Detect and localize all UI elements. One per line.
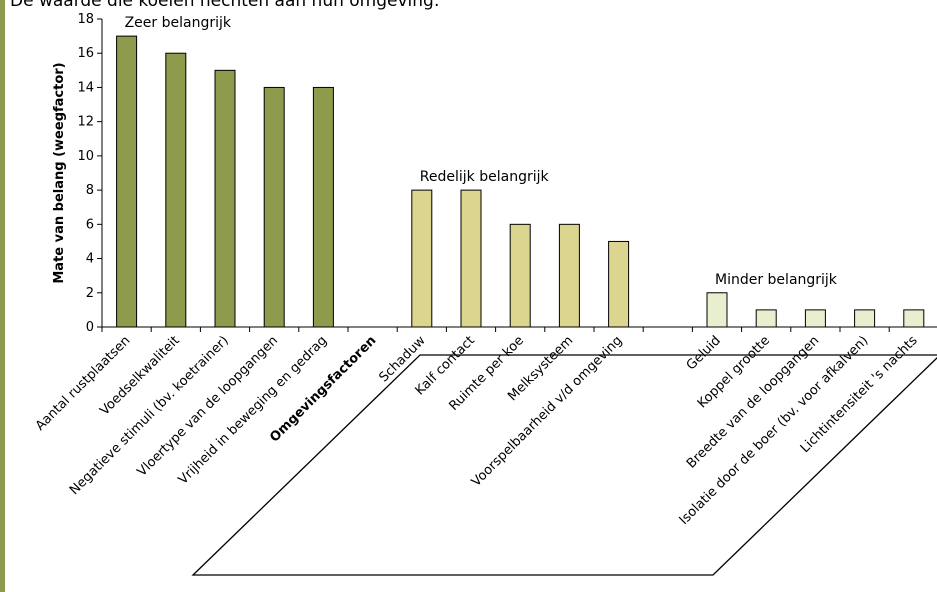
floor-panel	[191, 354, 937, 576]
y-tick-label: 14	[77, 80, 94, 95]
y-tick-label: 0	[86, 320, 94, 335]
bar	[903, 309, 925, 328]
bar	[460, 189, 482, 328]
group-label: Redelijk belangrijk	[420, 169, 550, 185]
bar	[854, 309, 876, 328]
category-label: Aantal rustplaatsen	[33, 333, 134, 434]
bar	[312, 86, 334, 328]
y-axis-label: Mate van belang (weegfactor)	[52, 62, 67, 283]
bar	[165, 52, 187, 328]
bar	[214, 69, 236, 328]
bar	[558, 223, 580, 328]
bar	[263, 86, 285, 328]
y-tick-label: 12	[77, 115, 94, 130]
page-title: De waarde die koeien hechten aan hun omg…	[10, 0, 440, 11]
bar	[116, 35, 138, 328]
bar	[509, 223, 531, 328]
group-label: Zeer belangrijk	[125, 15, 232, 31]
bar	[755, 309, 777, 328]
left-accent-bar	[0, 0, 5, 592]
y-tick-label: 2	[86, 286, 94, 301]
bar	[804, 309, 826, 328]
bar	[608, 240, 630, 328]
y-tick-label: 10	[77, 149, 94, 164]
bar	[706, 292, 728, 328]
y-tick-label: 6	[86, 217, 94, 232]
y-tick-label: 18	[77, 12, 94, 27]
y-tick-label: 4	[86, 252, 94, 267]
y-tick-label: 16	[77, 46, 94, 61]
y-tick-label: 8	[86, 183, 94, 198]
group-label: Minder belangrijk	[715, 272, 838, 288]
bar	[411, 189, 433, 328]
